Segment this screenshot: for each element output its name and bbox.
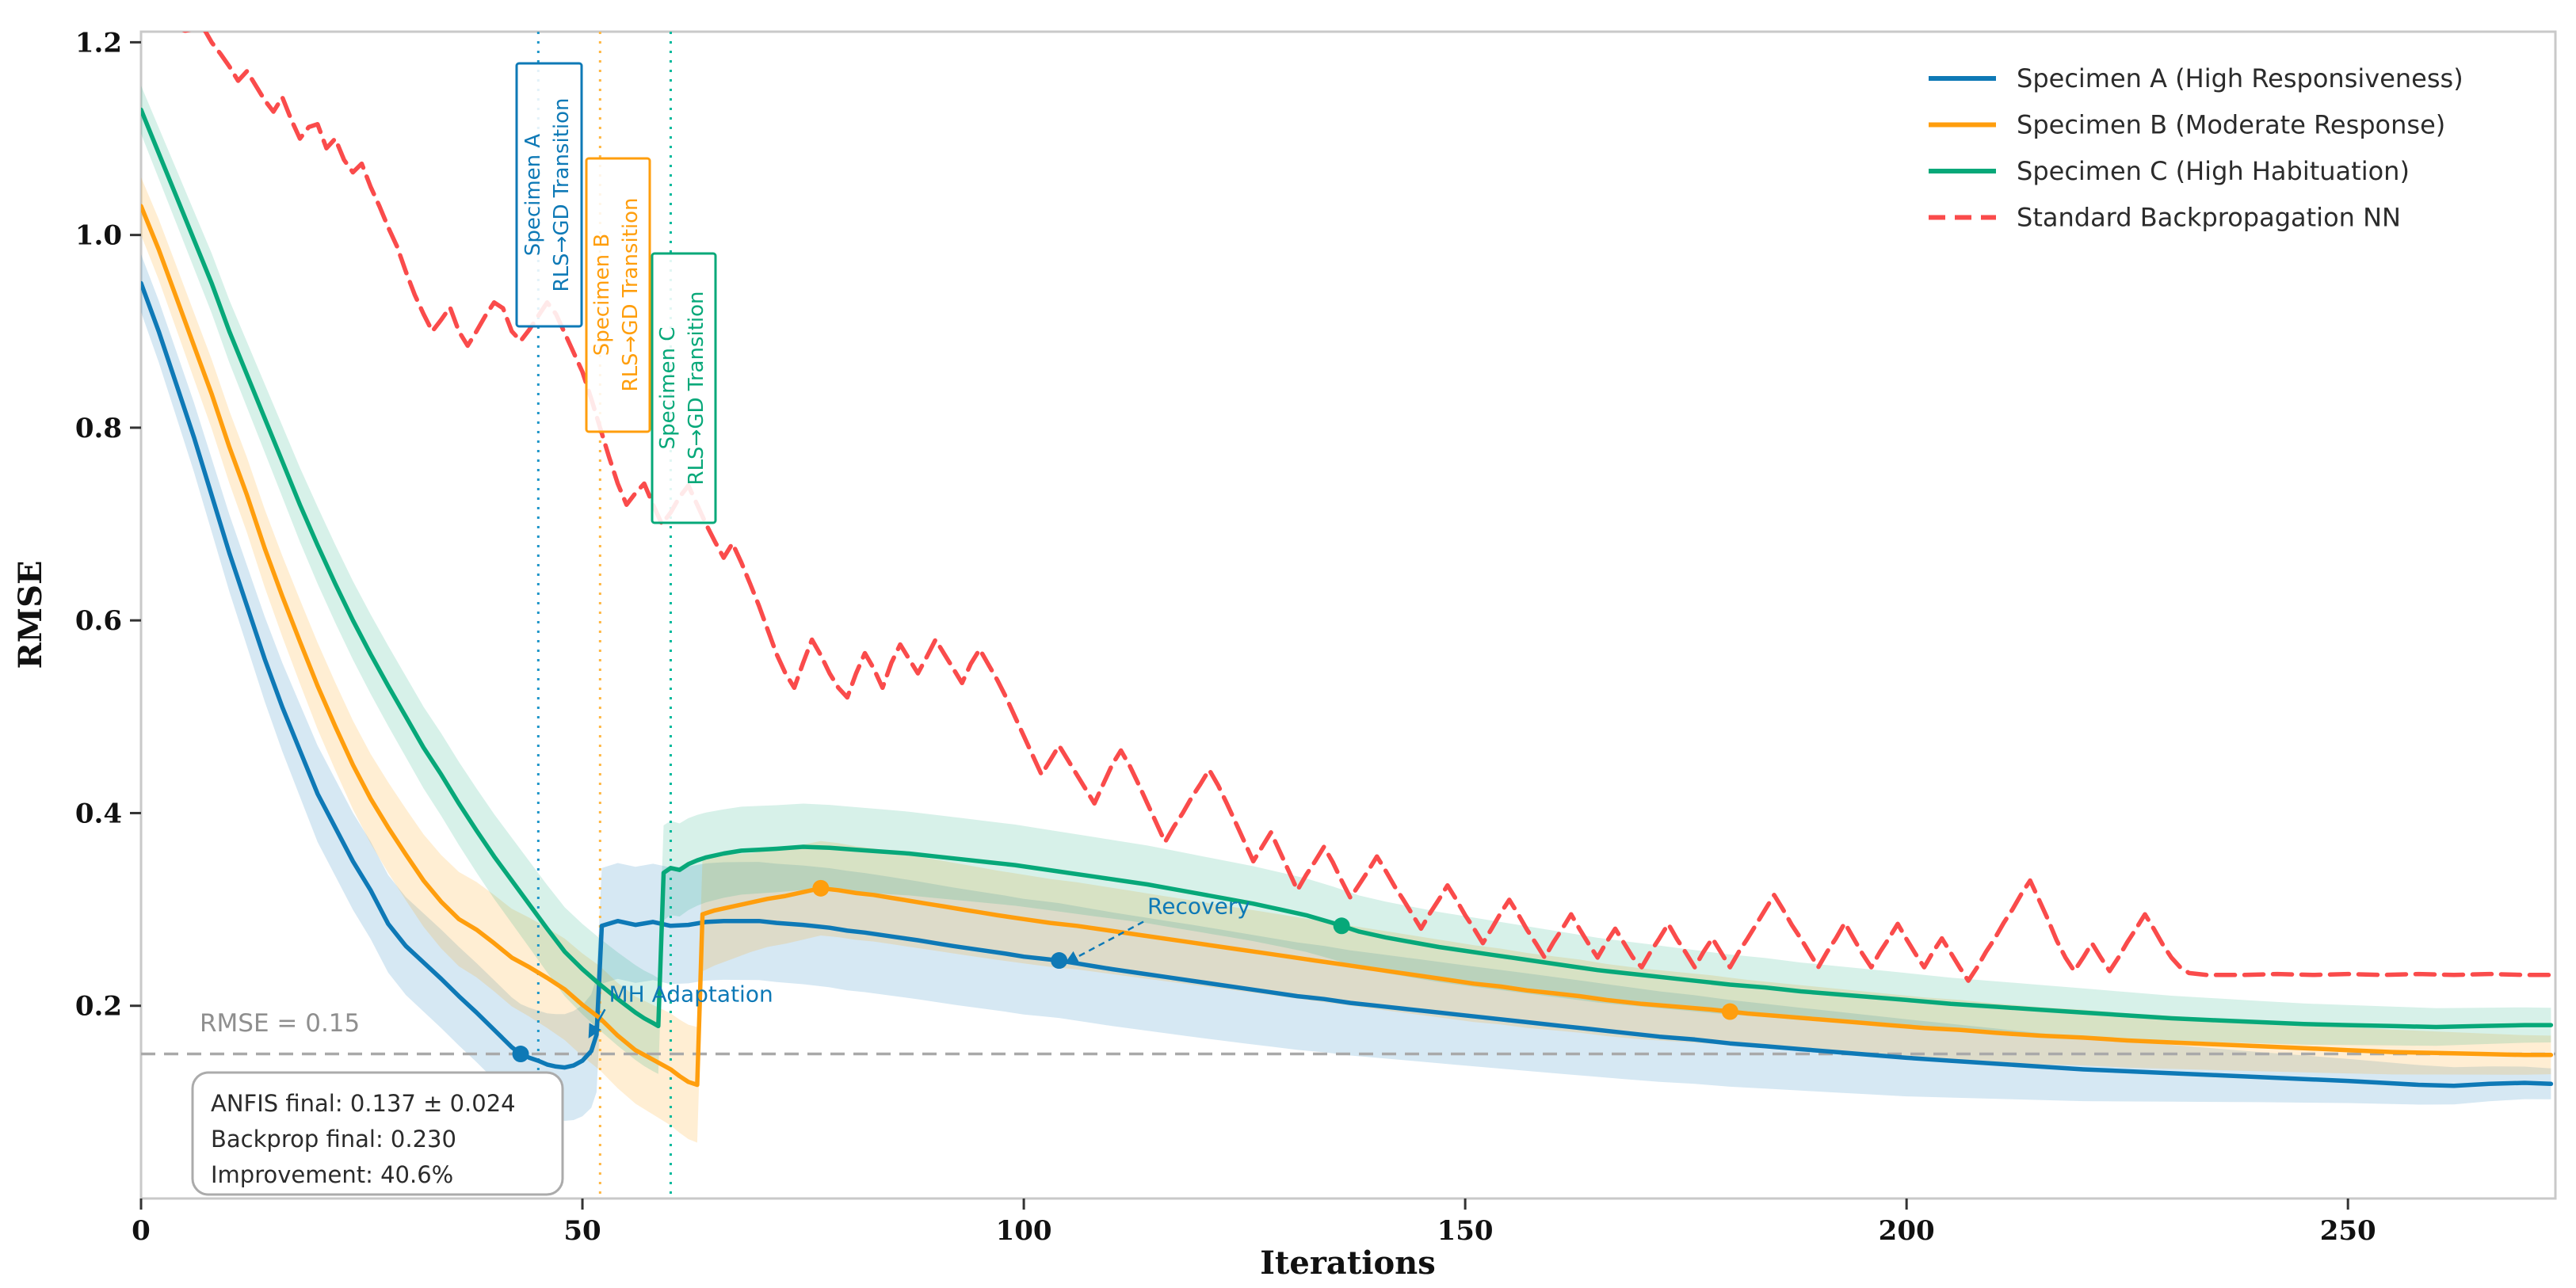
annotation-arrow-1 [1064, 920, 1144, 964]
transition-specimen-b-label: RLS→GD Transition [619, 197, 643, 391]
transition-specimen-c-label: RLS→GD Transition [685, 291, 708, 485]
milestone-dot-series-2-0 [1333, 917, 1350, 935]
legend-item-0: Specimen A (High Responsiveness) [1929, 63, 2463, 93]
y-tick-label-3: 0.8 [75, 413, 122, 444]
x-tick-label-5: 250 [2320, 1215, 2376, 1247]
x-tick-label-3: 150 [1437, 1215, 1494, 1247]
y-tick-label-2: 0.6 [75, 605, 122, 637]
transition-box-specimen-c: Specimen C RLS→GD Transition [651, 252, 717, 524]
transition-box-specimen-b: Specimen B RLS→GD Transition [585, 157, 651, 433]
y-tick-label-0: 0.2 [75, 991, 122, 1023]
stats-improvement: Improvement: 40.6% [211, 1161, 453, 1188]
threshold-label: RMSE = 0.15 [200, 1009, 360, 1038]
milestone-markers-layer [512, 879, 1738, 1063]
y-tick-label-1: 0.4 [75, 798, 122, 829]
annotation-arrows-layer [588, 920, 1144, 1038]
y-axis-label: RMSE [12, 561, 49, 669]
final-stats-box: ANFIS final: 0.137 ± 0.024 Backprop fina… [191, 1071, 564, 1196]
series-lines-layer [141, 32, 2554, 1088]
x-axis-label: Iterations [1260, 1244, 1436, 1282]
annotation-arrow-0 [588, 1008, 606, 1038]
x-tick-label-2: 100 [996, 1215, 1052, 1247]
guide-lines-layer [141, 32, 2555, 1198]
transition-specimen-a-label: RLS→GD Transition [550, 97, 574, 292]
x-tick-label-1: 50 [563, 1215, 601, 1247]
transition-box-specimen-a: Specimen A RLS→GD Transition [515, 62, 583, 328]
legend-item-1: Specimen B (Moderate Response) [1929, 110, 2445, 140]
transition-specimen-a-name: Specimen A [521, 134, 545, 257]
milestone-dot-series-0-1 [1051, 952, 1068, 970]
legend-item-2: Specimen C (High Habituation) [1929, 156, 2410, 186]
y-tick-label-5: 1.2 [75, 27, 122, 59]
transition-specimen-c-name: Specimen C [656, 327, 680, 450]
legend-item-3: Standard Backpropagation NN [1929, 203, 2401, 233]
transition-specimen-b-name: Specimen B [590, 234, 614, 356]
legend-label-3: Standard Backpropagation NN [2017, 203, 2401, 233]
series-line-2 [141, 107, 2554, 1030]
milestone-dot-series-1-1 [1721, 1003, 1738, 1020]
x-tick-label-0: 0 [132, 1215, 151, 1247]
legend-label-1: Specimen B (Moderate Response) [2017, 110, 2445, 140]
series-line-3 [181, 32, 2554, 983]
milestone-dot-series-1-0 [812, 879, 830, 897]
confidence-band-series-1 [141, 177, 2551, 1143]
legend: Specimen A (High Responsiveness) Specimen… [1929, 63, 2463, 233]
final-stats-box-frame [191, 1071, 564, 1196]
axis-ticks-layer: 0 50 100 150 200 250 0.2 0.4 0.6 0.8 1.0 1.2 [75, 27, 2376, 1247]
stats-backprop-final: Backprop final: 0.230 [211, 1126, 456, 1153]
mh-adaptation-annotation: MH Adaptation [609, 981, 773, 1007]
recovery-annotation: Recovery [1147, 894, 1250, 920]
milestone-dot-series-0-0 [512, 1046, 529, 1063]
stats-anfis-final: ANFIS final: 0.137 ± 0.024 [211, 1090, 516, 1117]
x-tick-label-4: 200 [1879, 1215, 1935, 1247]
series-line-0 [141, 280, 2554, 1088]
legend-label-2: Specimen C (High Habituation) [2017, 156, 2410, 186]
y-tick-label-4: 1.0 [75, 220, 122, 252]
series-line-1 [141, 204, 2554, 1088]
legend-label-0: Specimen A (High Responsiveness) [2017, 63, 2463, 93]
confidence-band-series-2 [141, 86, 2551, 1074]
